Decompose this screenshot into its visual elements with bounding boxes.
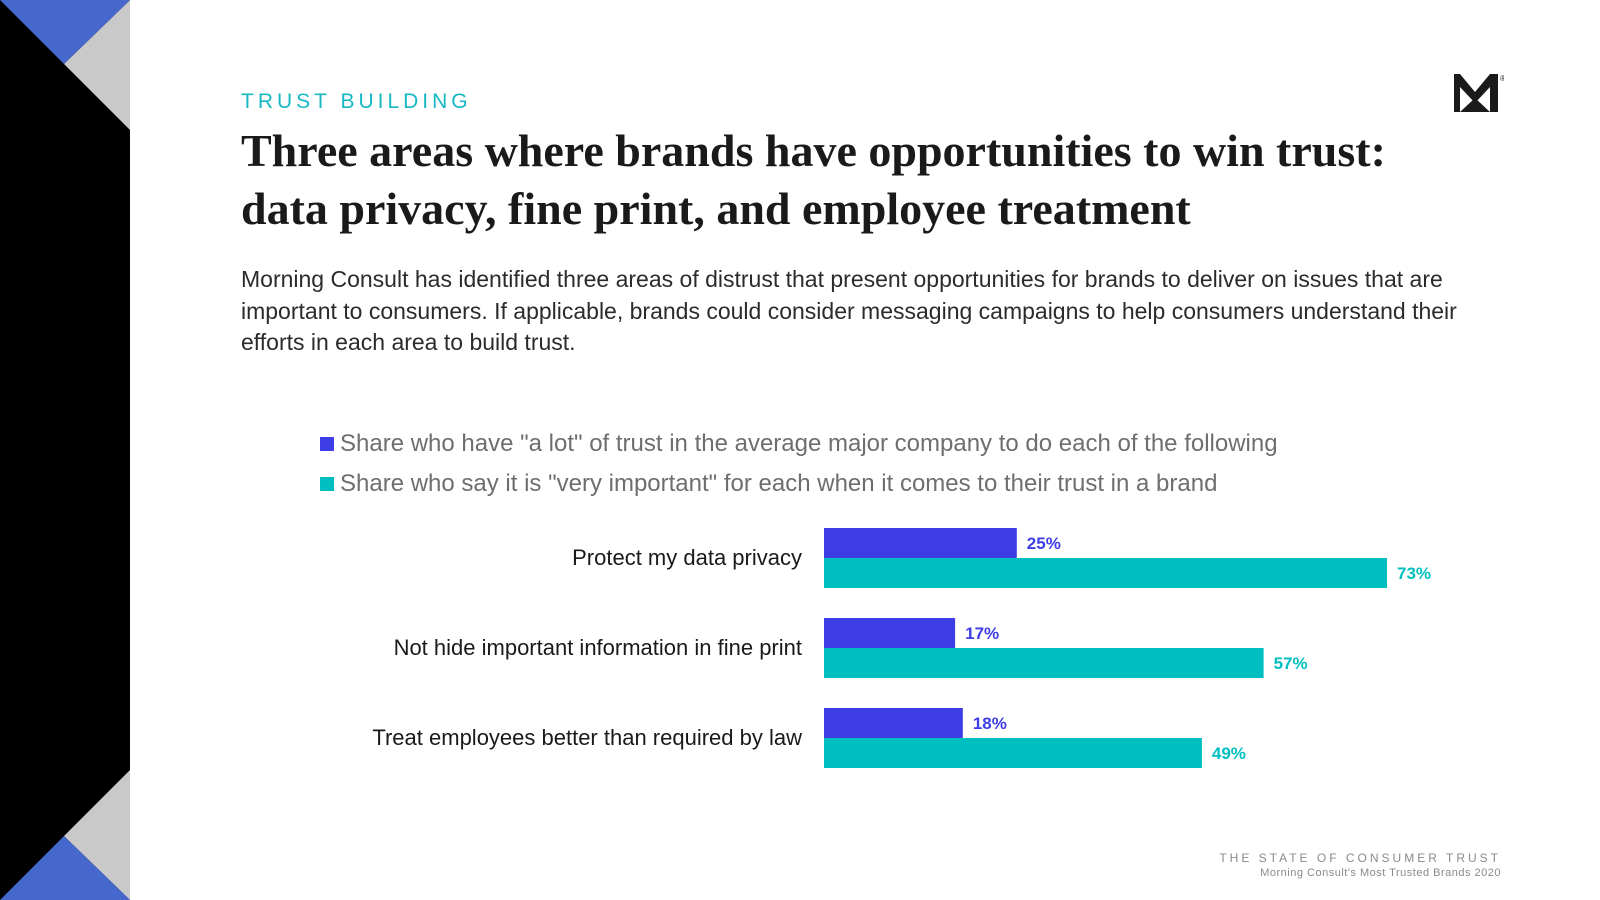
data-label: 57% bbox=[1274, 654, 1308, 673]
data-label: 17% bbox=[965, 624, 999, 643]
sidebar-blue-top-triangle bbox=[0, 0, 130, 64]
data-label: 73% bbox=[1397, 564, 1431, 583]
data-label: 25% bbox=[1027, 534, 1061, 553]
bar-series-2-1 bbox=[824, 558, 1387, 588]
footer-report-subtitle: Morning Consult's Most Trusted Brands 20… bbox=[1260, 867, 1501, 879]
legend-label-trust: Share who have "a lot" of trust in the a… bbox=[340, 430, 1278, 457]
page-title: Three areas where brands have opportunit… bbox=[241, 122, 1481, 238]
legend-item-important: Share who say it is "very important" for… bbox=[320, 464, 1278, 504]
page-title-line-2: data privacy, fine print, and employee t… bbox=[241, 183, 1191, 234]
page-title-line-1: Three areas where brands have opportunit… bbox=[241, 125, 1386, 176]
logo-m-base bbox=[1460, 98, 1490, 112]
data-label: 49% bbox=[1212, 744, 1246, 763]
chart-legend: Share who have "a lot" of trust in the a… bbox=[320, 424, 1278, 504]
bar-series-1-1 bbox=[824, 528, 1017, 558]
legend-item-trust: Share who have "a lot" of trust in the a… bbox=[320, 424, 1278, 464]
legend-label-important: Share who say it is "very important" for… bbox=[340, 470, 1218, 497]
category-label: Not hide important information in fine p… bbox=[394, 635, 802, 660]
sidebar-gray-bottom-triangle bbox=[64, 770, 130, 900]
decorative-sidebar bbox=[0, 0, 130, 900]
sidebar-gray-top-triangle bbox=[64, 0, 130, 130]
logo-m-shape bbox=[1454, 74, 1498, 112]
legend-swatch-important bbox=[320, 477, 334, 491]
bar-series-2-3 bbox=[824, 738, 1202, 768]
registered-mark: ® bbox=[1500, 74, 1504, 83]
legend-swatch-trust bbox=[320, 437, 334, 451]
footer: THE STATE OF CONSUMER TRUST Morning Cons… bbox=[1219, 850, 1501, 880]
data-label: 18% bbox=[973, 714, 1007, 733]
bar-series-1-3 bbox=[824, 708, 963, 738]
category-label: Treat employees better than required by … bbox=[372, 725, 802, 750]
category-label: Protect my data privacy bbox=[572, 545, 802, 570]
bar-series-1-2 bbox=[824, 618, 956, 648]
footer-report-title: THE STATE OF CONSUMER TRUST bbox=[1219, 851, 1501, 865]
intro-paragraph: Morning Consult has identified three are… bbox=[241, 266, 1457, 355]
bar-series-2-2 bbox=[824, 648, 1264, 678]
morning-consult-logo-icon: ® bbox=[1454, 74, 1504, 112]
section-eyebrow: TRUST BUILDING bbox=[241, 90, 472, 113]
sidebar-black-band bbox=[0, 0, 130, 900]
sidebar-blue-bottom-triangle bbox=[0, 836, 130, 900]
